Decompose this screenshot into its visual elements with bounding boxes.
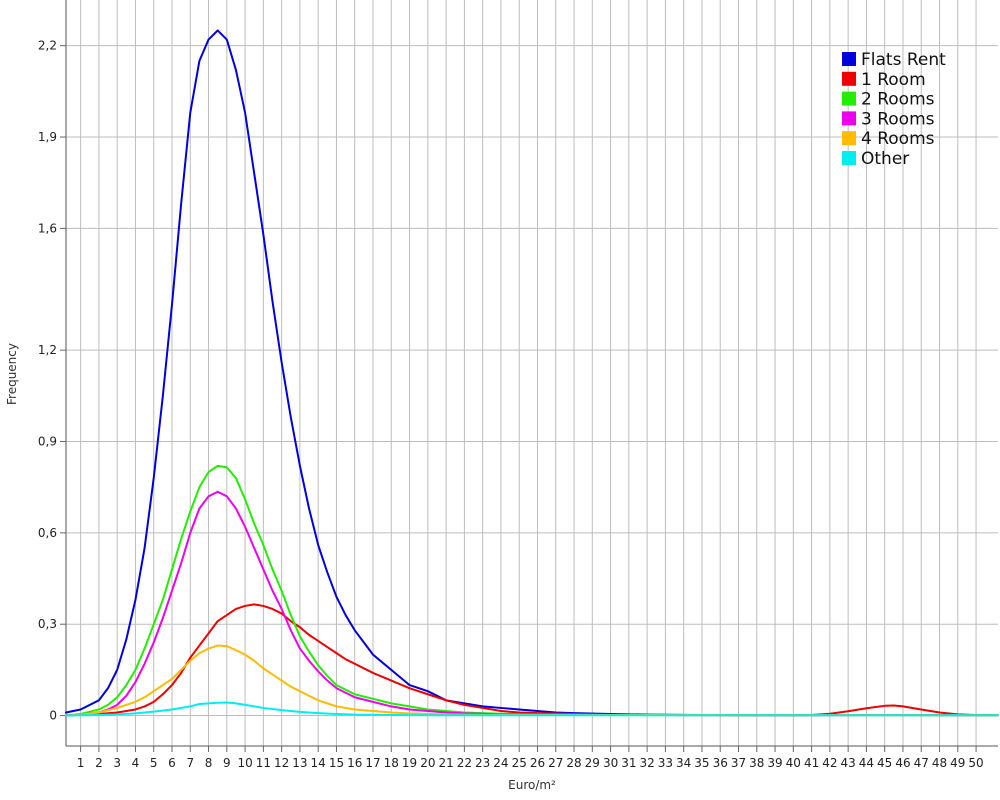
axes	[65, 0, 998, 747]
x-tick-label: 48	[932, 756, 947, 770]
y-tick-label: 0,3	[38, 617, 57, 631]
grid	[66, 0, 998, 746]
legend-swatch	[842, 151, 856, 165]
x-tick-label: 33	[658, 756, 673, 770]
x-tick-label: 10	[237, 756, 252, 770]
x-tick-label: 35	[694, 756, 709, 770]
x-axis-title: Euro/m²	[508, 778, 556, 792]
x-tick-label: 16	[347, 756, 362, 770]
x-tick-label: 39	[767, 756, 782, 770]
x-tick-label: 20	[420, 756, 435, 770]
x-tick-label: 50	[968, 756, 983, 770]
x-tick-label: 41	[804, 756, 819, 770]
series-line-2	[65, 464, 999, 717]
legend-entry-label: Other	[861, 149, 909, 169]
legend-entry-label: 3 Rooms	[861, 109, 935, 129]
x-axis-ticks: 1 2 3 4 5 6 7 8 9 10 11 12 13 14 15 16 17 18 19 20 21 22 23 24 2…	[77, 746, 984, 770]
x-tick-label: 34	[676, 756, 691, 770]
legend-entry-label: Flats Rent	[861, 50, 946, 70]
x-tick-label: 22	[457, 756, 472, 770]
legend-swatch	[842, 111, 856, 126]
y-tick-label: 1,6	[38, 221, 57, 235]
series-line-1	[65, 603, 999, 717]
x-tick-label: 24	[493, 756, 508, 770]
x-tick-label: 27	[548, 756, 563, 770]
x-tick-label: 7	[186, 756, 194, 770]
x-tick-label: 6	[168, 756, 176, 770]
x-tick-label: 3	[113, 756, 121, 770]
x-tick-label: 4	[132, 756, 140, 770]
x-tick-label: 29	[585, 756, 600, 770]
x-tick-label: 15	[329, 756, 344, 770]
legend-swatch	[842, 71, 856, 86]
series-line-0	[65, 29, 999, 717]
x-tick-label: 30	[603, 756, 618, 770]
x-tick-label: 37	[731, 756, 746, 770]
x-tick-label: 40	[786, 756, 801, 770]
x-tick-label: 28	[566, 756, 581, 770]
legend-swatch	[842, 52, 856, 66]
y-axis-title: Frequency	[5, 343, 19, 405]
legend-entry-label: 1 Room	[861, 70, 926, 90]
x-tick-label: 25	[512, 756, 527, 770]
x-tick-label: 2	[95, 756, 103, 770]
x-tick-label: 9	[223, 756, 231, 770]
y-tick-label: 0	[49, 709, 57, 723]
x-tick-label: 43	[841, 756, 856, 770]
x-tick-label: 32	[639, 756, 654, 770]
x-tick-label: 36	[713, 756, 728, 770]
x-tick-label: 18	[384, 756, 399, 770]
x-tick-label: 21	[438, 756, 453, 770]
x-tick-label: 46	[895, 756, 910, 770]
x-tick-label: 38	[749, 756, 764, 770]
series-line-4	[65, 644, 999, 717]
series-lines	[65, 29, 999, 717]
legend-entry-label: 4 Rooms	[861, 129, 935, 149]
x-tick-label: 31	[621, 756, 636, 770]
y-tick-label: 1,9	[38, 130, 57, 144]
x-tick-label: 11	[256, 756, 271, 770]
series-line-3	[65, 490, 999, 717]
legend-swatch	[842, 131, 856, 146]
x-tick-label: 42	[822, 756, 837, 770]
x-tick-label: 14	[311, 756, 326, 770]
x-tick-label: 19	[402, 756, 417, 770]
legend-swatch	[842, 91, 856, 106]
series-line-5	[65, 701, 999, 717]
x-tick-label: 44	[859, 756, 874, 770]
x-tick-label: 26	[530, 756, 545, 770]
x-tick-label: 8	[205, 756, 213, 770]
x-tick-label: 13	[292, 756, 307, 770]
y-tick-label: 0,9	[38, 435, 57, 449]
x-tick-label: 45	[877, 756, 892, 770]
x-tick-label: 5	[150, 756, 158, 770]
y-tick-label: 0,6	[38, 526, 57, 540]
y-axis-ticks: 0 0,3 0,6 0,9 1,2 1,6 1,9 2,2	[38, 39, 66, 723]
x-tick-label: 12	[274, 756, 289, 770]
x-tick-label: 17	[365, 756, 380, 770]
x-tick-label: 23	[475, 756, 490, 770]
y-tick-label: 1,2	[38, 343, 57, 357]
x-tick-label: 49	[950, 756, 965, 770]
x-tick-label: 1	[77, 756, 85, 770]
x-tick-label: 47	[914, 756, 929, 770]
legend-entry-label: 2 Rooms	[861, 90, 935, 110]
y-tick-label: 2,2	[38, 39, 57, 53]
